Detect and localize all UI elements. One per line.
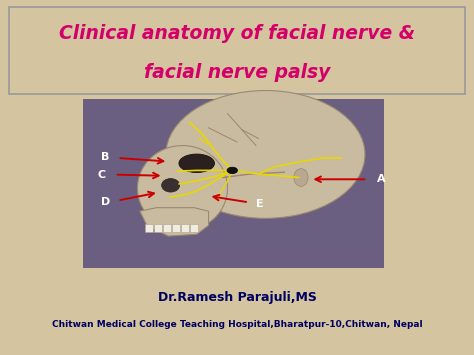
Bar: [154, 224, 162, 232]
Bar: [190, 224, 198, 232]
Text: B: B: [101, 152, 109, 162]
Bar: [172, 224, 180, 232]
Bar: [163, 224, 171, 232]
Ellipse shape: [179, 154, 214, 173]
Ellipse shape: [294, 169, 308, 186]
Ellipse shape: [137, 146, 228, 231]
Bar: [145, 224, 153, 232]
Text: A: A: [377, 174, 386, 184]
Text: facial nerve palsy: facial nerve palsy: [144, 63, 330, 82]
Text: D: D: [100, 197, 110, 207]
Bar: [83, 99, 384, 268]
Bar: [181, 224, 189, 232]
Text: Chitwan Medical College Teaching Hospital,Bharatpur-10,Chitwan, Nepal: Chitwan Medical College Teaching Hospita…: [52, 320, 422, 329]
Ellipse shape: [166, 91, 365, 218]
Text: E: E: [256, 199, 264, 209]
Text: Dr.Ramesh Parajuli,MS: Dr.Ramesh Parajuli,MS: [157, 291, 317, 304]
Text: Clinical anatomy of facial nerve &: Clinical anatomy of facial nerve &: [59, 24, 415, 43]
Bar: [9, 7, 465, 94]
Ellipse shape: [162, 179, 180, 192]
Ellipse shape: [227, 167, 237, 174]
Text: C: C: [98, 170, 106, 180]
Polygon shape: [140, 208, 209, 236]
